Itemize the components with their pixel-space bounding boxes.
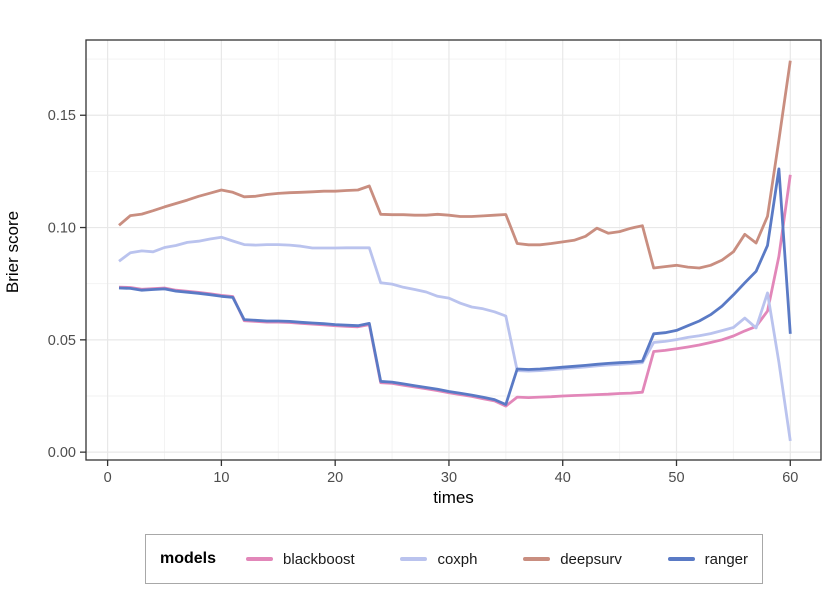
legend-item-blackboost: blackboost — [246, 551, 355, 568]
x-tick-label: 60 — [782, 470, 798, 486]
x-tick-label: 0 — [104, 470, 112, 486]
legend-key-line-blackboost — [246, 557, 274, 561]
x-tick-label: 20 — [327, 470, 343, 486]
legend-item-ranger: ranger — [667, 550, 748, 568]
y-tick-label: 0.10 — [48, 221, 76, 237]
legend-items: blackboost coxph deepsurv ranger — [246, 551, 748, 568]
y-tick-label: 0.15 — [48, 108, 76, 124]
y-axis-title: Brier score — [3, 210, 22, 294]
y-tick-label: 0.00 — [48, 445, 76, 461]
series-line-deepsurv — [118, 60, 792, 270]
legend-label-ranger: ranger — [704, 550, 748, 568]
legend-item-coxph: coxph — [400, 551, 477, 568]
x-tick-label: 50 — [668, 470, 684, 486]
series-line-coxph — [118, 235, 792, 442]
legend-item-deepsurv: deepsurv — [523, 551, 622, 568]
legend-label-coxph: coxph — [437, 550, 478, 568]
x-tick-label: 10 — [213, 470, 229, 486]
x-tick-label: 40 — [555, 470, 571, 486]
legend: models blackboost coxph deepsurv ranger — [145, 534, 763, 584]
series-line-ranger — [118, 167, 792, 406]
legend-label-blackboost: blackboost — [283, 550, 355, 568]
legend-key-line-coxph — [400, 557, 428, 561]
legend-title: models — [160, 550, 217, 567]
legend-key-line-ranger — [667, 557, 695, 561]
legend-label-deepsurv: deepsurv — [560, 550, 622, 568]
series-line-blackboost — [118, 174, 792, 408]
x-axis-title: times — [433, 488, 474, 507]
panel-border — [85, 39, 822, 461]
legend-key-line-deepsurv — [523, 557, 551, 561]
y-tick-label: 0.05 — [48, 333, 76, 349]
x-tick-label: 30 — [441, 470, 457, 486]
